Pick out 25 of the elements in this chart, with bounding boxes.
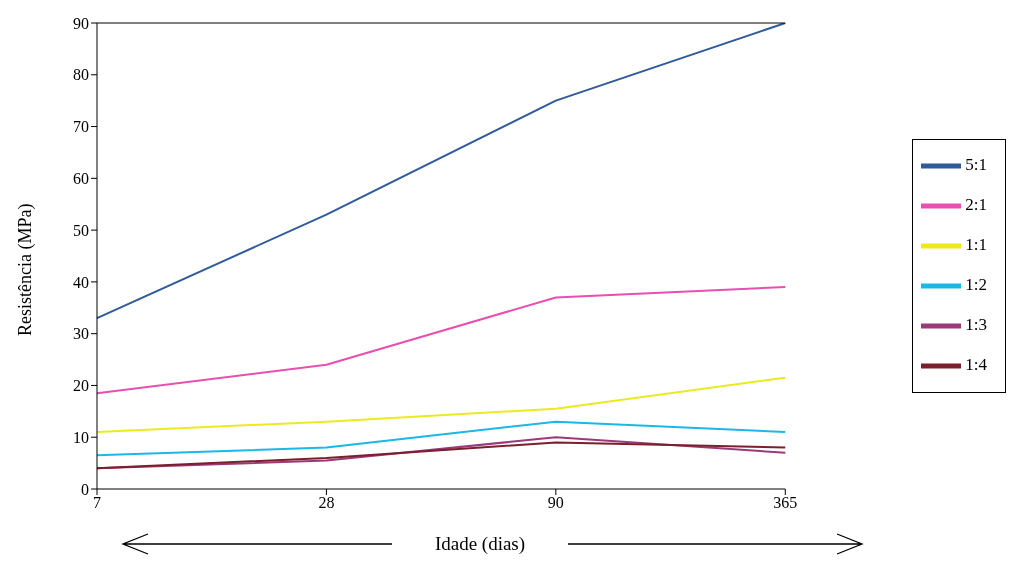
y-tick-label: 50	[73, 221, 89, 239]
x-axis-title: Idade (dias)	[433, 533, 527, 555]
x-tick-label: 7	[93, 494, 101, 512]
x-tick-label: 365	[773, 494, 798, 512]
legend-label: 1:4	[965, 354, 987, 374]
y-tick-label: 80	[73, 66, 89, 84]
legend-label: 1:2	[965, 274, 987, 294]
y-tick-label: 90	[73, 14, 89, 32]
legend-label: 1:1	[965, 234, 987, 254]
y-tick-label: 70	[73, 118, 89, 136]
line-series	[96, 376, 787, 434]
y-tick-label: 0	[81, 480, 89, 498]
y-tick-label: 60	[73, 170, 89, 188]
legend-label: 2:1	[965, 194, 987, 214]
x-tick-label: 90	[547, 494, 564, 512]
y-tick-label: 30	[73, 325, 89, 343]
y-tick-label: 40	[73, 273, 89, 291]
x-tick-label: 28	[318, 494, 335, 512]
line-series	[96, 420, 787, 457]
legend-label: 5:1	[965, 154, 987, 174]
line-series	[96, 286, 787, 395]
legend-label: 1:3	[965, 314, 987, 334]
y-axis-title: Resistência (MPa)	[15, 203, 37, 336]
y-tick-label: 20	[73, 377, 89, 395]
y-tick-label: 10	[73, 428, 89, 446]
